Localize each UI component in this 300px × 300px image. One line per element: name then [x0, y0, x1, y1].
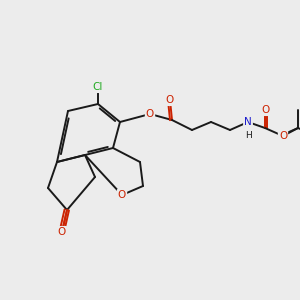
- Text: O: O: [58, 227, 66, 237]
- Text: Cl: Cl: [93, 82, 103, 92]
- Text: O: O: [118, 190, 126, 200]
- Text: O: O: [166, 95, 174, 105]
- Text: N: N: [244, 117, 252, 127]
- Text: O: O: [261, 105, 269, 115]
- Text: O: O: [146, 109, 154, 119]
- Text: O: O: [279, 131, 287, 141]
- Text: H: H: [244, 130, 251, 140]
